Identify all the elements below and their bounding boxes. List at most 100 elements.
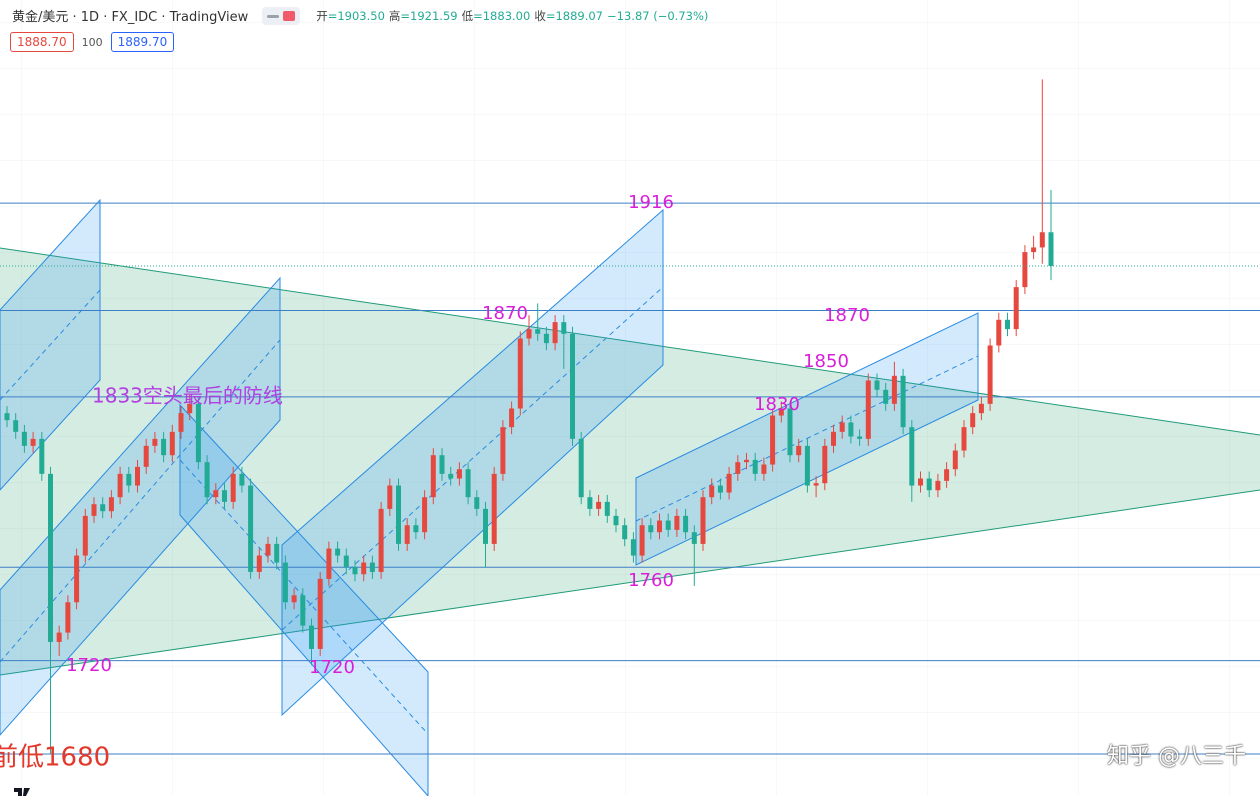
candle-body: [996, 319, 1002, 346]
candle-body: [30, 438, 36, 446]
candle-body: [474, 497, 480, 509]
annotation: 前低1680: [0, 743, 110, 773]
candle-body: [439, 455, 445, 474]
annotation: 1850: [803, 351, 849, 372]
candle-body: [613, 515, 619, 526]
candle-body: [657, 520, 662, 533]
candle-body: [309, 625, 314, 649]
candle-body: [604, 501, 610, 516]
candle-body: [161, 438, 167, 456]
candle-body: [918, 478, 923, 486]
candle-body: [178, 413, 184, 432]
candle-body: [622, 525, 628, 540]
candle-body: [796, 445, 802, 456]
candle-body: [648, 525, 654, 533]
candle-body: [639, 525, 645, 556]
candle-body: [761, 464, 767, 474]
candle-body: [352, 567, 358, 575]
candle-body: [970, 413, 976, 428]
annotation: 1720: [309, 657, 355, 678]
candle-body: [404, 525, 410, 544]
candle-body: [21, 431, 27, 446]
candle-body: [952, 450, 958, 470]
candle-body: [717, 485, 723, 493]
candle-body: [248, 485, 254, 572]
candle-body: [744, 459, 749, 463]
candle-body: [326, 548, 332, 579]
annotation: 1720: [66, 655, 112, 676]
candle-body: [13, 420, 19, 432]
candle-body: [1031, 247, 1037, 253]
candle-body: [91, 504, 97, 516]
candle-body: [100, 504, 106, 512]
candle-body: [4, 413, 10, 421]
annotation: 1916: [628, 192, 674, 213]
candle-body: [465, 469, 471, 498]
candle-body: [65, 602, 71, 633]
ohlc-value: =1889.07: [545, 8, 604, 23]
candle-body: [335, 548, 341, 556]
candle-body: [239, 473, 245, 486]
toggle[interactable]: [262, 6, 301, 25]
candle-body: [839, 422, 845, 432]
ohlc-label: 高: [388, 8, 401, 23]
bid[interactable]: 1888.70: [10, 32, 74, 52]
annotation: 1760: [628, 570, 674, 591]
candle-body: [378, 508, 384, 572]
triangle-edge: [0, 247, 1260, 436]
candle-body: [396, 485, 401, 544]
candle-body: [987, 345, 993, 404]
candle-body: [578, 438, 584, 498]
ohlc-label: 收: [534, 8, 546, 23]
candle-body: [300, 595, 306, 626]
candle-body: [552, 322, 558, 344]
ask[interactable]: 1889.70: [110, 32, 175, 52]
candle-body: [570, 333, 575, 439]
spread: 100: [81, 35, 103, 49]
candle-body: [526, 329, 532, 339]
candle-body: [143, 445, 149, 467]
midline: [0, 339, 281, 663]
candle-body: [361, 562, 367, 575]
annotations: 1916 1870 1870 1850 1830 1760 1720 1720 1833空头最后…: [0, 192, 870, 773]
candle-body: [683, 515, 689, 533]
symbol: 黄金/美元 · 1D · FX_IDC · TradingView: [12, 10, 249, 25]
candle-body: [82, 515, 88, 556]
candle-body: [274, 543, 280, 563]
candle-body: [665, 520, 671, 530]
candle-body: [700, 497, 706, 544]
candle-body: [230, 473, 236, 502]
candle-body: [1022, 252, 1028, 288]
candle-body: [56, 632, 62, 642]
candle-body: [787, 408, 793, 456]
candle-body: [126, 473, 132, 486]
midline: [635, 355, 979, 522]
annotation: 1830: [754, 394, 800, 415]
candle-body: [822, 445, 828, 484]
candle-body: [543, 333, 549, 344]
candle-body: [517, 338, 523, 409]
candle-body: [343, 555, 349, 568]
tv-logo: [14, 788, 30, 796]
header: 黄金/美元 · 1D · FX_IDC · TradingView 开=1903…: [12, 6, 712, 25]
ohlc: 开=1903.50 高=1921.59 低=1883.00 收=1889.07 −13.…: [316, 8, 712, 24]
candle-body: [926, 478, 932, 491]
ohlc-value: =1921.59: [400, 8, 458, 23]
candle-body: [891, 375, 897, 404]
candle-body: [909, 427, 915, 486]
candle-body: [204, 462, 210, 498]
candle-body: [752, 459, 758, 474]
ohlc-value: =1883.00: [473, 8, 531, 23]
candle-body: [213, 490, 219, 498]
candle-body: [422, 497, 428, 533]
candle-body: [369, 562, 375, 572]
channel: [281, 208, 664, 717]
candle-body: [883, 389, 889, 404]
candle-body: [978, 403, 984, 414]
logo: [14, 788, 30, 796]
candle-body: [265, 543, 271, 556]
annotation: 1833空头最后的防线: [92, 384, 283, 408]
